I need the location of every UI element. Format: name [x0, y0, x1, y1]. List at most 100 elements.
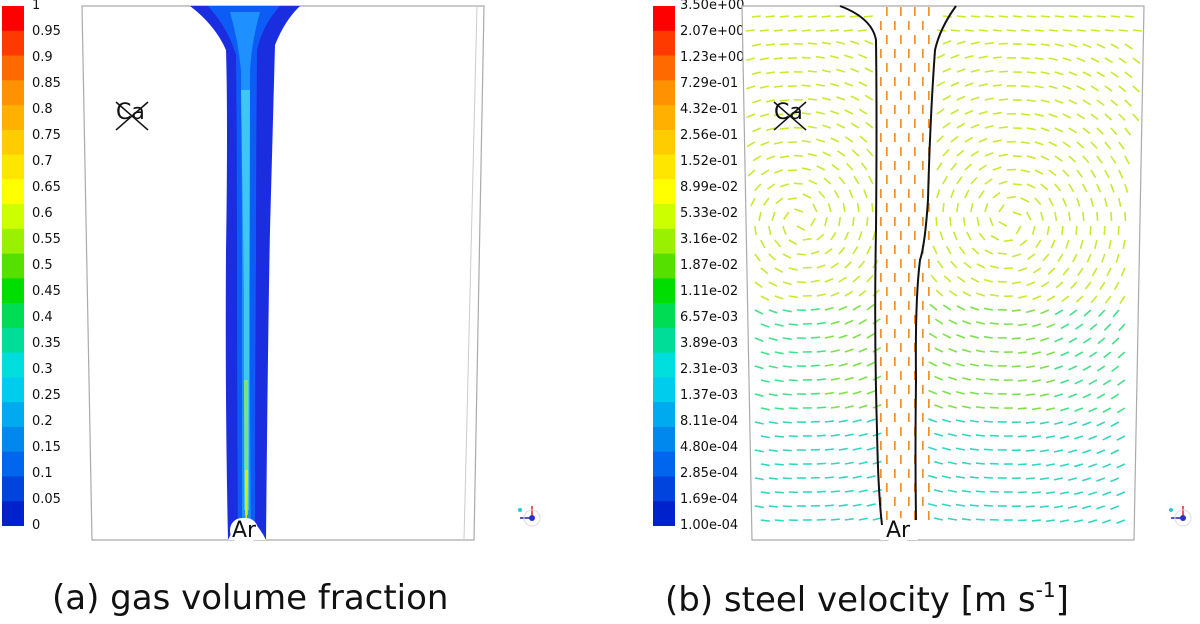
velocity-arrow: [782, 225, 787, 235]
velocity-arrow: [816, 406, 826, 409]
velocity-arrow: [936, 108, 945, 115]
velocity-arrow: [866, 446, 876, 451]
velocity-arrow: [1075, 295, 1084, 303]
velocity-arrow: [858, 81, 868, 87]
velocity-arrow: [942, 148, 950, 157]
velocity-arrow: [746, 141, 756, 148]
velocity-arrow: [1046, 351, 1056, 356]
colorbar-swatch: [2, 80, 24, 106]
velocity-arrow: [989, 350, 999, 353]
velocity-arrow: [768, 253, 777, 261]
velocity-arrow: [1017, 491, 1027, 494]
velocity-arrow: [1067, 449, 1078, 454]
velocity-arrow: [956, 334, 966, 339]
velocity-arrow: [1020, 29, 1030, 32]
velocity-arrow: [1082, 477, 1092, 482]
velocity-arrow: [1102, 519, 1112, 524]
velocity-arrow: [934, 347, 944, 353]
velocity-arrow: [1020, 197, 1030, 203]
velocity-arrow: [998, 204, 1005, 213]
velocity-arrow: [745, 57, 756, 62]
velocity-arrow: [1020, 141, 1030, 145]
velocity-arrow: [933, 517, 944, 521]
velocity-arrow: [824, 420, 834, 423]
velocity-arrow: [1074, 435, 1084, 440]
velocity-arrow: [983, 476, 993, 479]
colorbar-swatch: [653, 253, 675, 279]
velocity-arrow: [1090, 197, 1094, 207]
velocity-arrow: [816, 233, 825, 241]
velocity-arrow: [852, 245, 859, 255]
velocity-arrow: [942, 122, 951, 129]
velocity-arrow: [1116, 435, 1126, 441]
velocity-arrow: [998, 153, 1008, 157]
velocity-arrow: [1118, 29, 1128, 32]
velocity-arrow: [970, 41, 980, 45]
velocity-arrow: [754, 365, 764, 370]
velocity-arrow: [1088, 491, 1098, 496]
velocity-arrow: [816, 462, 826, 465]
velocity-arrow: [754, 281, 763, 288]
velocity-arrow: [1054, 99, 1064, 104]
velocity-arrow: [752, 99, 762, 104]
velocity-arrow: [927, 474, 938, 479]
velocity-arrow: [830, 349, 840, 353]
velocity-arrow: [752, 155, 762, 162]
velocity-arrow: [1062, 169, 1070, 178]
velocity-arrow: [771, 211, 776, 221]
velocity-arrow: [1124, 15, 1134, 18]
velocity-arrow: [765, 127, 776, 132]
velocity-arrow: [866, 332, 876, 339]
velocity-arrow: [1104, 141, 1112, 150]
velocity-arrow: [1065, 239, 1070, 249]
velocity-arrow: [779, 71, 789, 74]
velocity-arrow: [970, 96, 980, 101]
velocity-arrow: [852, 275, 861, 283]
velocity-arrow: [1017, 463, 1027, 466]
colorbar-swatch: [2, 278, 24, 304]
ca-cross-icon: [115, 101, 149, 131]
velocity-arrow: [1025, 449, 1035, 452]
velocity-arrow: [754, 183, 762, 192]
colorbar-swatch: [653, 105, 675, 131]
colorbar-swatch: [2, 55, 24, 81]
velocity-arrow: [1082, 421, 1092, 427]
velocity-arrow: [844, 136, 854, 143]
velocity-arrow: [1026, 281, 1036, 287]
velocity-arrow: [774, 239, 782, 248]
velocity-arrow: [950, 260, 958, 269]
velocity-arrow: [760, 491, 770, 495]
velocity-arrow: [1096, 477, 1106, 482]
velocity-arrow: [969, 476, 979, 479]
velocity-arrow: [935, 289, 944, 297]
velocity-arrow: [830, 462, 840, 465]
velocity-arrow: [824, 217, 828, 227]
velocity-arrow: [1040, 15, 1050, 18]
velocity-arrow: [863, 189, 868, 199]
velocity-arrow: [956, 362, 966, 367]
velocity-arrow: [962, 216, 966, 227]
velocity-arrow: [1011, 337, 1021, 340]
velocity-arrow: [866, 245, 872, 255]
axis-triad-icon-b: [1169, 506, 1192, 527]
velocity-arrow: [793, 182, 803, 185]
velocity-arrow: [858, 231, 863, 241]
velocity-arrow: [768, 225, 772, 235]
colorbar-swatch: [2, 253, 24, 279]
velocity-arrow: [961, 433, 971, 437]
velocity-arrow: [1017, 519, 1027, 522]
velocity-arrow: [852, 475, 862, 479]
velocity-arrow: [978, 190, 985, 199]
colorbar-tick-label: 0.3: [32, 362, 53, 377]
velocity-arrow: [1068, 15, 1078, 18]
velocity-arrow: [1084, 281, 1092, 290]
velocity-arrow: [984, 203, 989, 213]
velocity-arrow: [751, 15, 761, 18]
colorbar-tick-label: 1.11e-02: [680, 284, 739, 299]
velocity-arrow: [998, 221, 1008, 227]
colorbar-tick-label: 1.52e-01: [680, 154, 739, 169]
colorbar-tick-label: 0.65: [32, 180, 61, 195]
colorbar-swatch: [653, 55, 675, 81]
velocity-arrow: [1104, 197, 1108, 207]
velocity-arrow: [774, 295, 784, 300]
